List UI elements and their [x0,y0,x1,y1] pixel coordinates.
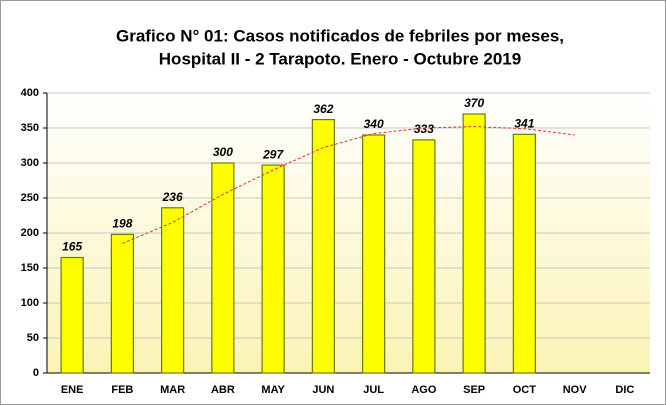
data-label: 165 [62,240,82,254]
x-tick-label: JUL [363,384,384,396]
data-label: 236 [162,190,183,204]
bar [412,139,436,374]
data-label: 362 [313,102,333,116]
y-tick-label: 400 [21,87,39,99]
x-tick-label: MAY [261,384,285,396]
y-tick-label: 0 [33,367,39,379]
x-tick-label: DIC [615,384,634,396]
y-tick-label: 250 [21,192,39,204]
x-tick-label: AGO [411,384,437,396]
bar [362,134,386,374]
bar [161,207,185,374]
bar [512,133,536,374]
x-tick-label: NOV [563,384,588,396]
x-tick-label: FEB [111,384,133,396]
data-label: 341 [514,116,534,130]
y-tick-label: 150 [21,262,39,274]
bar [261,164,285,374]
x-tick-label: ENE [61,384,84,396]
trend-line [122,126,575,244]
bar [110,233,134,374]
data-label: 333 [414,122,434,136]
x-tick-label: OCT [513,384,537,396]
y-tick-label: 50 [27,332,39,344]
data-label: 340 [364,117,384,131]
data-label: 370 [464,96,484,110]
data-label: 297 [262,147,284,161]
y-tick-label: 100 [21,297,39,309]
chart-title: Grafico N° 01: Casos notificados de febr… [116,26,564,45]
x-tick-label: ABR [211,384,235,396]
x-tick-label: MAR [160,384,185,396]
x-tick-label: SEP [463,384,485,396]
y-tick-label: 300 [21,157,39,169]
y-tick-label: 200 [21,227,39,239]
data-label: 198 [112,217,132,231]
bar [462,113,486,374]
y-tick-label: 350 [21,122,39,134]
bar [211,162,235,374]
x-tick-label: JUN [312,384,334,396]
bar [311,118,335,374]
data-label: 300 [213,145,233,159]
chart-title: Hospital II - 2 Tarapoto. Enero - Octubr… [159,49,521,68]
bar [60,256,84,374]
